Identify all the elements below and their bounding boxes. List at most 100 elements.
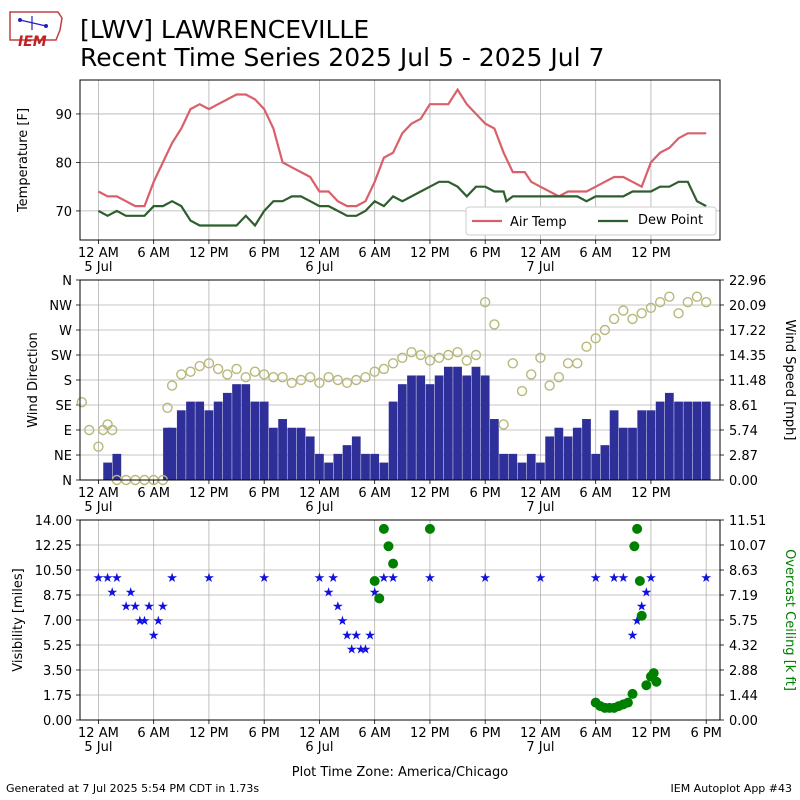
wind-dir-point: [507, 358, 519, 369]
visibility-point: ★: [369, 585, 381, 600]
wind-speed-bar: [517, 462, 527, 480]
ceiling-point: [641, 680, 652, 691]
legend-dew-point-label: Dew Point: [638, 213, 703, 228]
vis-x-tick-label: 12 AM: [78, 726, 119, 741]
wind-dir-point: [212, 363, 224, 375]
wind-speed-bar: [416, 375, 426, 480]
wind-speed-bar: [572, 427, 582, 480]
wind-dir-point: [572, 358, 583, 369]
wind-dir-point: [526, 369, 537, 380]
visibility-point: ★: [355, 643, 367, 658]
temp-date-label: 6 Jul: [305, 260, 333, 275]
vis-x-tick-label: 6 PM: [690, 726, 721, 741]
visibility-point: ★: [125, 585, 137, 600]
wind-dir-point: [553, 372, 565, 383]
wind-dir-point: [203, 358, 215, 369]
wind-speed-bar: [287, 427, 297, 480]
wind-dir-point: [433, 352, 445, 363]
wind-speed-bar: [600, 445, 610, 480]
ceiling-point: [651, 676, 662, 687]
wind-dir-point: [360, 372, 371, 383]
footer-app: IEM Autoplot App #43: [670, 782, 793, 795]
visibility-point: ★: [139, 614, 151, 629]
wind-dir-tick-label: E: [64, 424, 72, 439]
wind-dir-point: [194, 360, 205, 372]
wind-speed-bar: [324, 462, 334, 480]
wind-panel: 12 AM 6 AM 12 PM 6 PM 12 AM 6 AM 12 PM 6 PM 12 A…: [26, 274, 797, 515]
visibility-point: ★: [314, 571, 326, 586]
vis-x-tick-label: 12 PM: [410, 726, 450, 741]
wind-speed-bar: [674, 401, 683, 480]
ceil-y-tick-label: 7.19: [729, 589, 758, 604]
wind-dir-point: [443, 349, 454, 361]
wind-dir-point: [369, 366, 380, 377]
wind-dir-point: [691, 291, 703, 302]
visibility-point: ★: [332, 600, 344, 615]
visibility-point: ★: [203, 571, 215, 586]
wind-date-label: 7 Jul: [526, 500, 554, 515]
wind-x-tick-label: 6 AM: [358, 486, 391, 501]
wind-speed-tick-label: 17.22: [729, 324, 766, 339]
wind-speed-bar: [195, 401, 205, 480]
visibility-point: ★: [93, 571, 105, 586]
temp-date-label: 7 Jul: [526, 260, 554, 275]
visibility-point: ★: [157, 600, 169, 615]
iem-logo: IEM: [9, 11, 63, 50]
wind-x-tick-label: 6 AM: [579, 486, 612, 501]
wind-speed-bar: [361, 453, 370, 480]
temp-x-tick-label: 12 PM: [189, 246, 229, 261]
wind-dir-tick-label: N: [62, 474, 72, 489]
wind-dir-point: [498, 419, 509, 430]
wind-x-tick-label: 6 PM: [248, 486, 279, 501]
visibility-point: ★: [535, 571, 547, 586]
wind-speed-bar: [526, 453, 536, 480]
wind-dir-point: [461, 355, 472, 366]
ceil-y-tick-label: 10.07: [729, 539, 766, 554]
legend-air-temp-label: Air Temp: [510, 215, 567, 230]
wind-dir-point: [627, 313, 638, 325]
wind-speed-bar: [443, 366, 453, 480]
visibility-point: ★: [631, 614, 643, 629]
wind-dir-tick-label: S: [64, 374, 72, 389]
wind-dir-point: [479, 297, 491, 308]
ceil-y-tick-label: 1.44: [729, 689, 758, 704]
wind-dir-point: [305, 372, 316, 383]
wind-dir-point: [162, 402, 173, 413]
visibility-point: ★: [350, 628, 362, 643]
vis-x-tick-label: 12 AM: [520, 726, 561, 741]
visibility-point: ★: [700, 571, 712, 586]
wind-speed-tick-label: 5.74: [729, 424, 758, 439]
wind-speed-bar: [213, 401, 223, 480]
wind-dir-point: [166, 380, 178, 391]
wind-dir-axis-label: Wind Direction: [26, 332, 41, 428]
vis-x-tick-label: 6 AM: [579, 726, 612, 741]
wind-speed-bar: [508, 453, 518, 480]
visibility-point: ★: [327, 571, 339, 586]
temp-y-tick-label: 70: [55, 205, 72, 220]
wind-speed-bar: [342, 445, 352, 480]
temp-frame: [79, 79, 721, 241]
wind-speed-bar: [232, 384, 241, 480]
legend-box: [465, 206, 717, 236]
wind-dir-point: [590, 333, 601, 344]
wind-speed-bar: [499, 453, 508, 480]
temp-x-tick-label: 6 AM: [137, 246, 170, 261]
vis-y-tick-label: 7.00: [43, 614, 72, 629]
wind-speed-tick-label: 22.96: [729, 274, 766, 289]
ceil-y-axis-label: Overcast Ceiling [k ft]: [782, 549, 797, 691]
wind-speed-bar: [591, 453, 601, 480]
wind-dir-point: [654, 297, 666, 308]
vis-y-tick-label: 1.75: [43, 689, 72, 704]
wind-speed-tick-label: 0.00: [729, 474, 758, 489]
visibility-point: ★: [360, 643, 372, 658]
wind-speed-bar: [163, 427, 172, 480]
ceiling-point: [388, 558, 399, 569]
wind-dir-point: [664, 291, 675, 302]
wind-frame: [79, 279, 721, 481]
wind-dir-point: [387, 358, 399, 369]
wind-speed-bar: [582, 419, 591, 480]
wind-dir-tick-label: NE: [54, 449, 72, 464]
ceil-y-tick-label: 8.63: [729, 564, 758, 579]
wind-dir-point: [76, 397, 88, 408]
